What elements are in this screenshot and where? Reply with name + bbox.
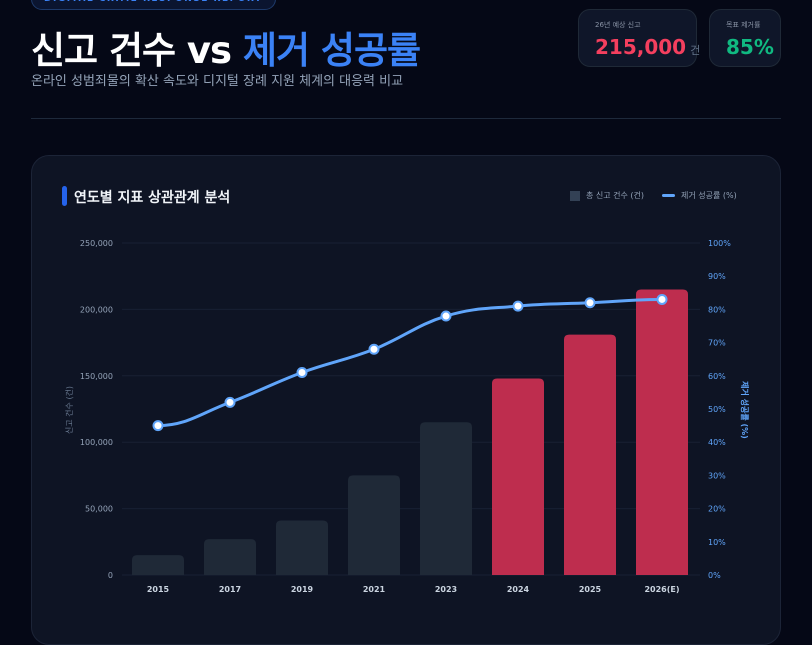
chart-svg: 0 50,000 100,000 150,000 200,000 250,000 0% 10%…: [64, 239, 750, 594]
stat-label: 26년 예상 신고: [595, 21, 641, 29]
line-point: [152, 420, 164, 432]
bar: [348, 475, 400, 575]
y-tick-label: 150,000: [80, 372, 113, 381]
legend-bar-label: 총 신고 건수 (건): [586, 191, 645, 200]
legend-line-swatch: [662, 194, 676, 197]
title-accent-bar: [62, 186, 67, 206]
y-tick-label: 50,000: [85, 505, 113, 514]
line-point: [296, 366, 308, 378]
line-series: [157, 297, 663, 428]
stat-label: 목표 제거률: [726, 21, 761, 29]
bar: [564, 334, 616, 575]
stat-value: 215,000: [595, 35, 687, 59]
y-axis-label: 신고 건수 (건): [64, 386, 74, 434]
x-tick-label: 2024: [507, 585, 530, 594]
bar: [420, 422, 472, 575]
line-point: [224, 396, 236, 408]
y-tick-label: 100,000: [80, 438, 113, 447]
x-tick-label: 2019: [291, 585, 314, 594]
y2-tick-label: 0%: [708, 571, 721, 580]
y2-tick-label: 50%: [708, 405, 726, 414]
legend-line-label: 제거 성공률 (%): [681, 191, 737, 200]
x-tick-label: 2026(E): [644, 585, 679, 594]
y2-tick-label: 90%: [708, 272, 726, 281]
stat-card-reports: 26년 예상 신고 215,000 건: [578, 9, 701, 67]
x-tick-label: 2015: [147, 585, 170, 594]
x-tick-label: 2021: [363, 585, 386, 594]
y2-tick-label: 10%: [708, 538, 726, 547]
chart-legend: 총 신고 건수 (건) 제거 성공률 (%): [570, 190, 737, 201]
title-highlight: 제거 성공률: [242, 29, 421, 72]
bar: [132, 555, 184, 575]
y2-tick-label: 30%: [708, 471, 726, 480]
line-point: [368, 343, 380, 355]
y2-axis-label: 제거 성공률 (%): [740, 381, 750, 439]
page-subtitle: 온라인 성범죄물의 확산 속도와 디지털 장례 지원 체계의 대응력 비교: [31, 74, 404, 89]
y2-tick-label: 20%: [708, 505, 726, 514]
y2-tick-label: 80%: [708, 305, 726, 314]
line-point: [584, 297, 596, 309]
y-tick-label: 200,000: [80, 305, 113, 314]
legend-bar-swatch: [570, 190, 580, 201]
stat-unit: 건: [690, 44, 701, 57]
line-point: [656, 293, 668, 305]
bar: [204, 539, 256, 575]
y2-tick-label: 70%: [708, 339, 726, 348]
x-tick-label: 2017: [219, 585, 241, 594]
page-title: 신고 건수 vs 제거 성공률: [31, 20, 421, 74]
divider: [31, 118, 781, 119]
x-tick-label: 2025: [579, 585, 602, 594]
y2-tick-label: 100%: [708, 239, 731, 248]
bar: [276, 520, 328, 575]
y2-tick-label: 40%: [708, 438, 726, 447]
bar: [492, 378, 544, 575]
line-point: [440, 310, 452, 322]
title-main: 신고 건수 vs: [31, 29, 243, 72]
y2-tick-label: 60%: [708, 372, 726, 381]
y-tick-label: 250,000: [80, 239, 113, 248]
bar: [636, 289, 688, 575]
x-tick-label: 2023: [435, 585, 457, 594]
y-tick-label: 0: [108, 571, 113, 580]
chart-title: 연도별 지표 상관관계 분석: [74, 190, 231, 206]
line-point: [512, 300, 524, 312]
stat-card-removal: 목표 제거률 85%: [709, 9, 781, 67]
